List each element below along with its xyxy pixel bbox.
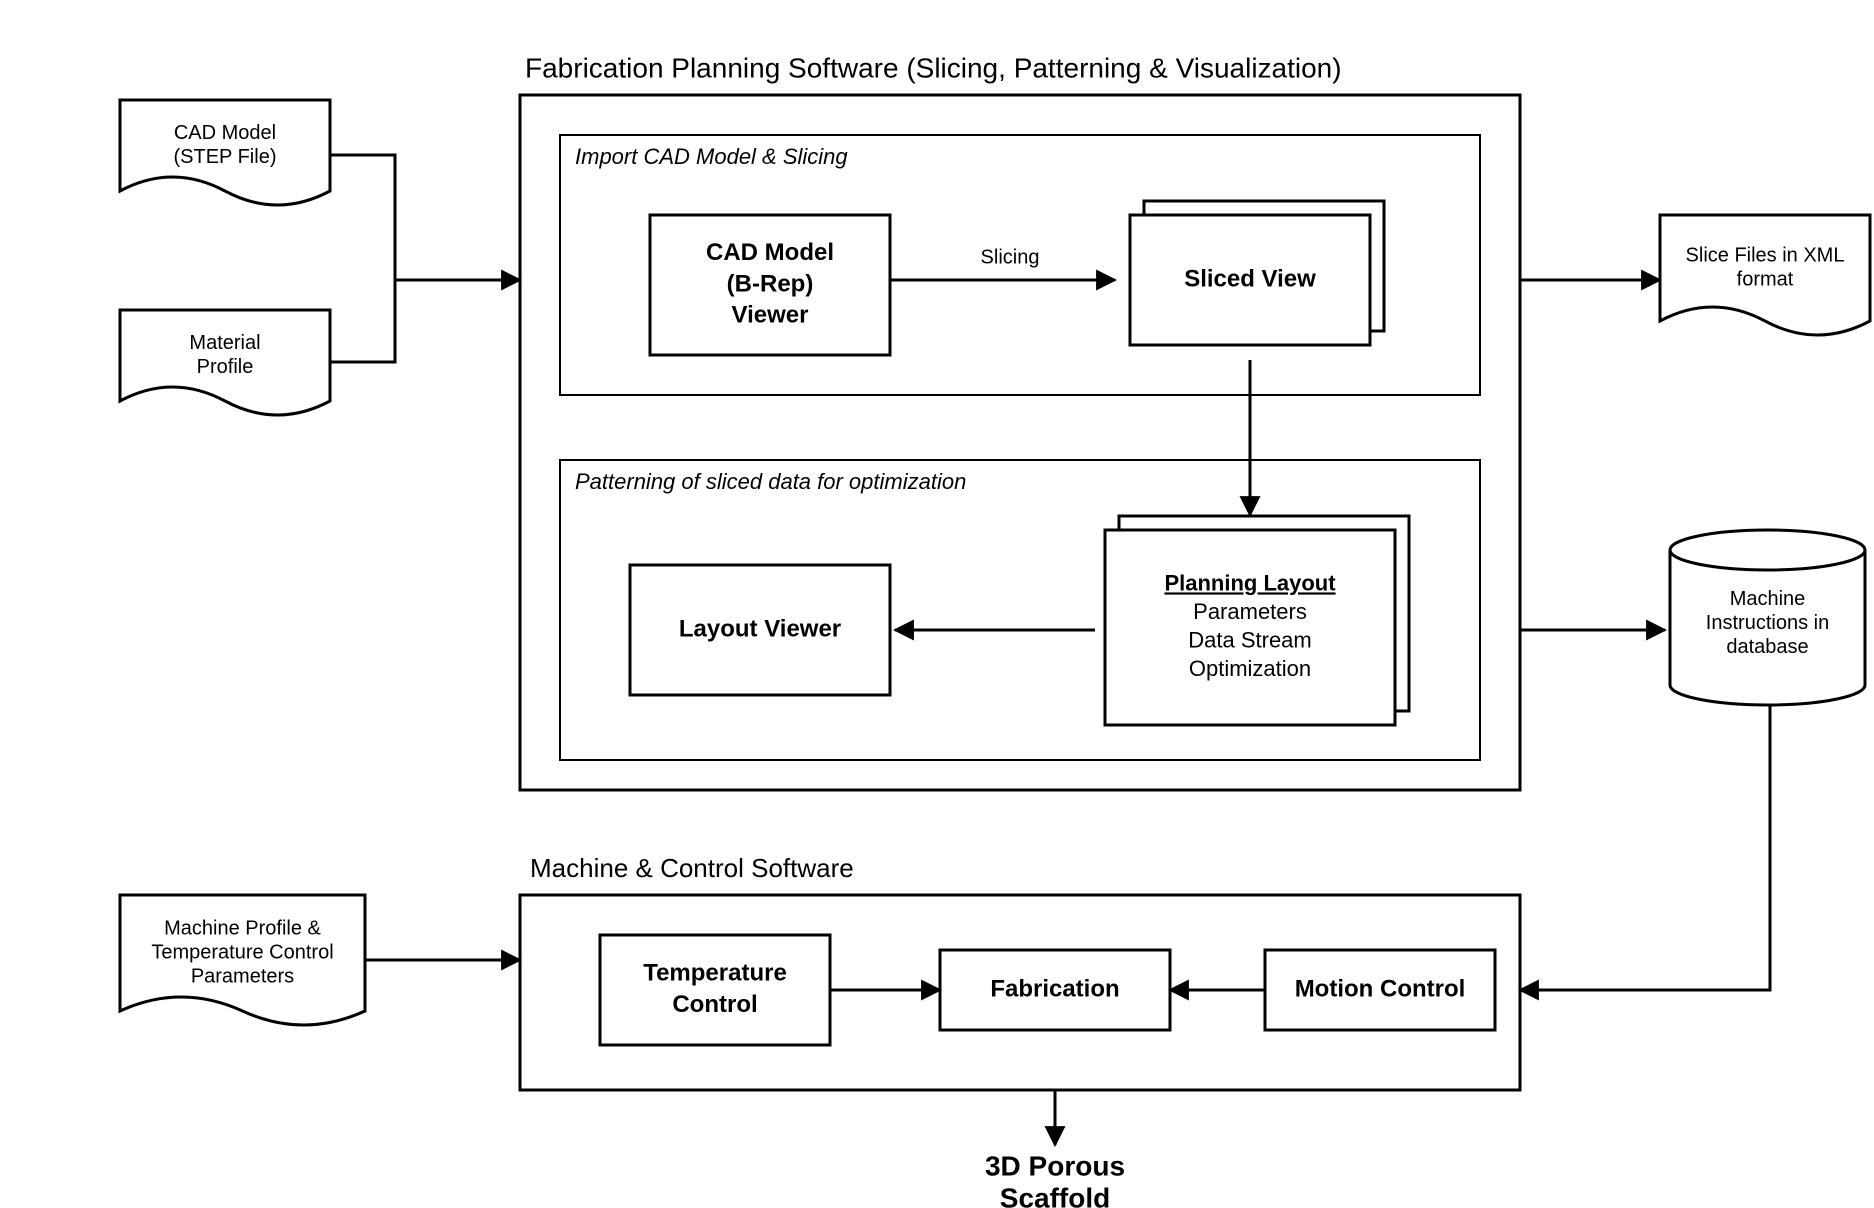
output-label-1: 3D Porous: [985, 1150, 1125, 1181]
sliced_view-box: Sliced View: [1130, 201, 1384, 345]
connector: [1520, 705, 1770, 990]
svg-text:Parameters: Parameters: [1193, 599, 1307, 624]
svg-text:Slice Files in XML: Slice Files in XML: [1686, 244, 1845, 266]
material_profile-doc: MaterialProfile: [120, 310, 330, 415]
database-cylinder: MachineInstructions indatabase: [1670, 530, 1865, 705]
svg-text:CAD Model: CAD Model: [174, 122, 276, 144]
cad_model_step-doc: CAD Model(STEP File): [120, 100, 330, 205]
layout_viewer-box: Layout Viewer: [630, 565, 890, 695]
svg-text:Machine Profile &: Machine Profile &: [164, 917, 321, 939]
svg-text:Fabrication: Fabrication: [990, 975, 1119, 1002]
svg-text:(STEP File): (STEP File): [174, 146, 277, 168]
svg-text:Optimization: Optimization: [1189, 656, 1311, 681]
svg-text:Temperature Control: Temperature Control: [151, 941, 333, 963]
svg-text:Motion Control: Motion Control: [1295, 975, 1466, 1002]
output-label-2: Scaffold: [1000, 1183, 1110, 1208]
machine-control-title: Machine & Control Software: [530, 853, 854, 883]
svg-text:format: format: [1737, 268, 1794, 290]
svg-text:Material: Material: [189, 332, 260, 354]
svg-text:CAD Model: CAD Model: [706, 239, 834, 266]
svg-text:Parameters: Parameters: [191, 965, 294, 987]
fabrication-planning-title: Fabrication Planning Software (Slicing, …: [525, 52, 1342, 83]
svg-text:Temperature: Temperature: [643, 960, 787, 987]
fabrication-box: Fabrication: [940, 950, 1170, 1030]
connector: [330, 280, 395, 362]
temp_control-box: Temperature Control: [600, 935, 830, 1045]
svg-text:Layout Viewer: Layout Viewer: [679, 615, 841, 642]
import_slicing-title: Import CAD Model & Slicing: [575, 144, 848, 169]
svg-text:Profile: Profile: [197, 356, 254, 378]
svg-text:Machine: Machine: [1730, 588, 1806, 610]
planning_layout-box: Planning Layout Parameters Data Stream Opti…: [1105, 516, 1409, 725]
machine_profile-doc: Machine Profile &Temperature ControlPara…: [120, 895, 365, 1025]
connector: [330, 155, 395, 280]
svg-text:Sliced View: Sliced View: [1184, 265, 1316, 292]
slicing-label: Slicing: [981, 246, 1040, 268]
svg-text:(B-Rep): (B-Rep): [727, 270, 814, 297]
svg-text:Instructions in: Instructions in: [1706, 612, 1829, 634]
svg-text:Data Stream: Data Stream: [1188, 628, 1312, 653]
svg-text:database: database: [1726, 636, 1808, 658]
svg-text:Planning Layout: Planning Layout: [1164, 570, 1336, 595]
patterning-title: Patterning of sliced data for optimizati…: [575, 469, 966, 494]
cad_viewer-box: CAD Model (B-Rep) Viewer: [650, 215, 890, 355]
svg-text:Control: Control: [672, 991, 757, 1018]
motion_control-box: Motion Control: [1265, 950, 1495, 1030]
svg-text:Viewer: Viewer: [732, 302, 809, 329]
slice_files_xml-doc: Slice Files in XMLformat: [1660, 215, 1870, 335]
